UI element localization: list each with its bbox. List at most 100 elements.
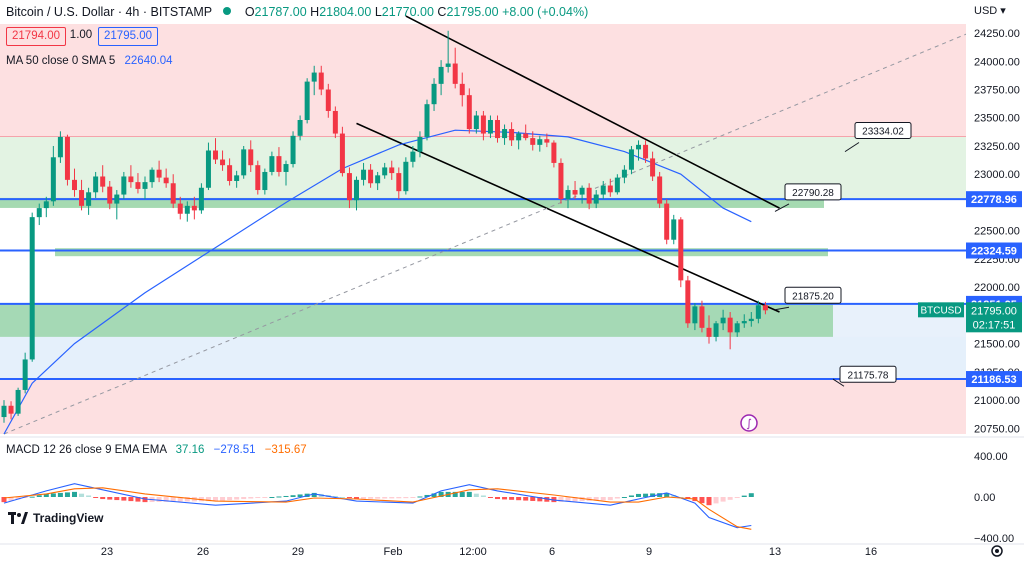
candle-body — [269, 156, 275, 172]
macd-legend[interactable]: MACD 12 26 close 9 EMA EMA 37.16 −278.51… — [6, 444, 307, 456]
price-axis-tick: 21000.00 — [974, 395, 1020, 407]
macd-histogram-bar — [643, 493, 649, 497]
macd-histogram-bar — [487, 497, 493, 498]
level-price-tag[interactable] — [966, 242, 1022, 259]
price-axis-tick: 24250.00 — [974, 28, 1020, 40]
symbol-tag[interactable] — [918, 302, 964, 318]
macd-histogram-bar — [509, 497, 515, 500]
macd-axis-tick: −400.00 — [974, 533, 1014, 545]
macd-histogram-bar — [727, 497, 733, 500]
macd-histogram-bar — [607, 497, 613, 501]
candle-body — [417, 136, 423, 152]
macd-histogram-bar — [36, 495, 42, 497]
settings-gear-icon[interactable] — [995, 549, 999, 553]
candle-body — [205, 150, 211, 188]
candle-body — [368, 169, 374, 184]
symbol-title[interactable]: Bitcoin / U.S. Dollar · 4h · BITSTAMP — [6, 5, 212, 19]
event-marker-glyph: ∫ — [746, 417, 752, 430]
candle-body — [614, 177, 620, 193]
candle-body — [57, 136, 63, 158]
macd-histogram-bar — [262, 497, 268, 498]
candle-body — [304, 81, 310, 121]
candle-body — [220, 159, 226, 166]
time-axis-tick: 12:00 — [459, 546, 487, 558]
channel-trendline[interactable] — [405, 15, 780, 209]
sell-button[interactable]: 21794.00 — [6, 27, 66, 46]
macd-histogram-bar — [480, 495, 486, 497]
candle-body — [29, 217, 35, 360]
candle-body — [438, 66, 444, 84]
event-marker-icon[interactable] — [740, 414, 758, 432]
candle-body — [8, 405, 14, 414]
candle-body — [163, 177, 169, 184]
macd-histogram-bar — [459, 491, 465, 497]
buy-button[interactable]: 21795.00 — [98, 27, 158, 46]
current-price-tag[interactable] — [966, 302, 1022, 333]
candle-body — [121, 176, 127, 195]
candle-body — [530, 138, 536, 145]
macd-histogram-bar — [657, 493, 663, 497]
macd-histogram-bar — [361, 497, 367, 499]
macd-histogram-bar — [403, 497, 409, 499]
macd-histogram-bar — [614, 497, 620, 499]
candle-body — [396, 173, 402, 192]
level-price-tag[interactable] — [966, 191, 1022, 208]
time-axis-tick: 13 — [769, 546, 781, 558]
countdown-text: 02:17:51 — [973, 319, 1016, 331]
candle-body — [657, 176, 663, 204]
macd-histogram-bar — [495, 497, 500, 500]
callout-box[interactable] — [784, 183, 842, 201]
callout-pointer — [844, 142, 860, 153]
candle-body — [699, 306, 705, 328]
price-axis-tick: 22500.00 — [974, 226, 1020, 238]
macd-histogram-bar — [664, 492, 670, 497]
candle-body — [389, 167, 395, 174]
quantity-field[interactable]: 1.00 — [69, 29, 93, 41]
macd-histogram-bar — [283, 495, 289, 497]
candle-body — [22, 359, 28, 390]
macd-histogram-bar — [650, 493, 656, 497]
macd-histogram-bar — [332, 495, 338, 497]
candle-body — [170, 183, 176, 204]
macd-histogram-bar — [297, 494, 303, 497]
ma-legend[interactable]: MA 50 close 0 SMA 5 22640.04 — [6, 55, 173, 67]
candle-body — [283, 164, 289, 172]
macd-histogram-bar — [375, 497, 381, 499]
macd-histogram-bar — [86, 495, 92, 497]
macd-histogram-bar — [205, 497, 211, 502]
candle-body — [297, 120, 303, 136]
callout-box[interactable] — [839, 365, 897, 383]
channel-trendline[interactable] — [356, 122, 780, 313]
tradingview-logo: TradingView — [8, 511, 103, 525]
candle-body — [375, 175, 381, 184]
candle-body — [93, 176, 99, 193]
price-axis-tick: 20750.00 — [974, 423, 1020, 435]
level-price-tag[interactable] — [966, 371, 1022, 388]
callout-box[interactable] — [784, 286, 842, 304]
candle-body — [177, 203, 183, 214]
level-price-tag-text: 21186.53 — [971, 374, 1016, 386]
candle-body — [262, 171, 268, 191]
macd-histogram-bar — [354, 497, 359, 500]
candle-body — [248, 149, 254, 166]
settings-gear-icon[interactable] — [991, 545, 1003, 557]
candle-body — [43, 201, 49, 209]
callout-box[interactable] — [854, 121, 912, 139]
ma-value: 22640.04 — [124, 55, 173, 67]
macd-histogram-bar — [382, 497, 388, 499]
currency-selector[interactable]: USD ▾ — [974, 5, 1006, 17]
current-price-text: 21795.00 — [971, 305, 1017, 317]
candle-body — [1, 405, 7, 418]
candle-body — [311, 72, 317, 82]
macd-histogram-bar — [135, 497, 141, 502]
macd-histogram-bar — [43, 493, 49, 497]
time-axis-tick: 23 — [101, 546, 113, 558]
macd-histogram-bar — [734, 497, 740, 499]
candle-body — [664, 203, 670, 240]
candle-body — [495, 120, 500, 139]
macd-histogram-bar — [142, 497, 148, 503]
candle-body — [565, 190, 571, 200]
candle-body — [459, 83, 465, 96]
